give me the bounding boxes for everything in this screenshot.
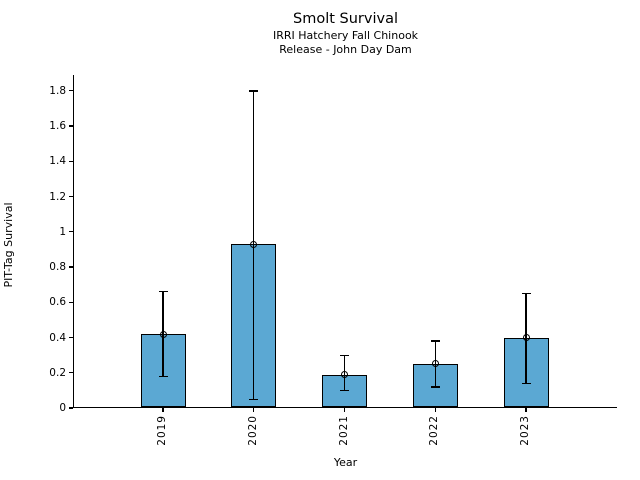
y-tick-mark [69,231,73,233]
point-marker-2020 [250,240,258,248]
x-axis-spine [72,406,617,408]
x-axis-label: Year [333,456,358,469]
error-cap-top-2019 [158,291,168,293]
y-tick-label: 0.6 [49,296,66,309]
point-marker-2022 [431,360,439,368]
x-tick-label-2019: 2019 [156,415,168,446]
y-tick-label: 1.8 [49,84,66,97]
y-tick-mark [69,372,73,374]
y-axis-label: PIT-Tag Survival [2,202,15,288]
y-tick-label: 0.4 [49,331,66,344]
x-tick-mark [525,408,527,412]
point-marker-2021 [341,371,348,379]
y-tick-label: 1.4 [49,155,66,168]
point-marker-2019 [159,330,167,338]
error-cap-bottom-2022 [430,386,440,388]
chart-subtitle-line2: Release - John Day Dam [279,42,412,56]
error-cap-top-2020 [249,90,259,92]
y-tick-mark [69,160,73,162]
x-tick-mark [343,408,346,412]
x-tick-mark [253,408,255,412]
y-tick-mark [69,90,73,92]
y-axis-spine [72,75,74,408]
y-tick-mark [69,336,73,339]
x-tick-label-2023: 2023 [519,415,531,446]
y-tick-mark [69,301,73,303]
y-tick-label: 0 [59,402,66,414]
point-marker-2023 [522,334,530,342]
error-cap-top-2023 [521,292,531,295]
y-tick-mark [69,125,73,127]
y-tick-label: 1.2 [49,190,66,203]
y-tick-label: 0.8 [49,261,66,274]
error-cap-bottom-2020 [249,398,259,400]
x-tick-label-2022: 2022 [428,415,441,446]
x-tick-mark [434,408,436,412]
x-tick-mark [162,408,164,412]
chart-subtitle-line1: IRRI Hatchery Fall Chinook [272,29,419,42]
error-cap-bottom-2021 [340,389,349,392]
y-tick-label: 1.6 [49,120,66,133]
y-tick-mark [69,195,73,198]
y-tick-label: 0.2 [49,366,66,379]
x-tick-label-2020: 2020 [246,415,259,446]
y-tick-mark [69,407,73,409]
y-tick-mark [69,266,73,268]
error-cap-top-2022 [430,340,440,342]
chart-title-block: Smolt Survival IRRI Hatchery Fall Chinoo… [74,10,617,56]
x-tick-label-2021: 2021 [337,415,350,446]
error-cap-bottom-2023 [521,382,531,385]
error-cap-top-2021 [340,354,349,356]
error-cap-bottom-2019 [158,375,168,377]
chart-title: Smolt Survival [293,11,398,27]
y-tick-label: 1 [59,225,66,238]
